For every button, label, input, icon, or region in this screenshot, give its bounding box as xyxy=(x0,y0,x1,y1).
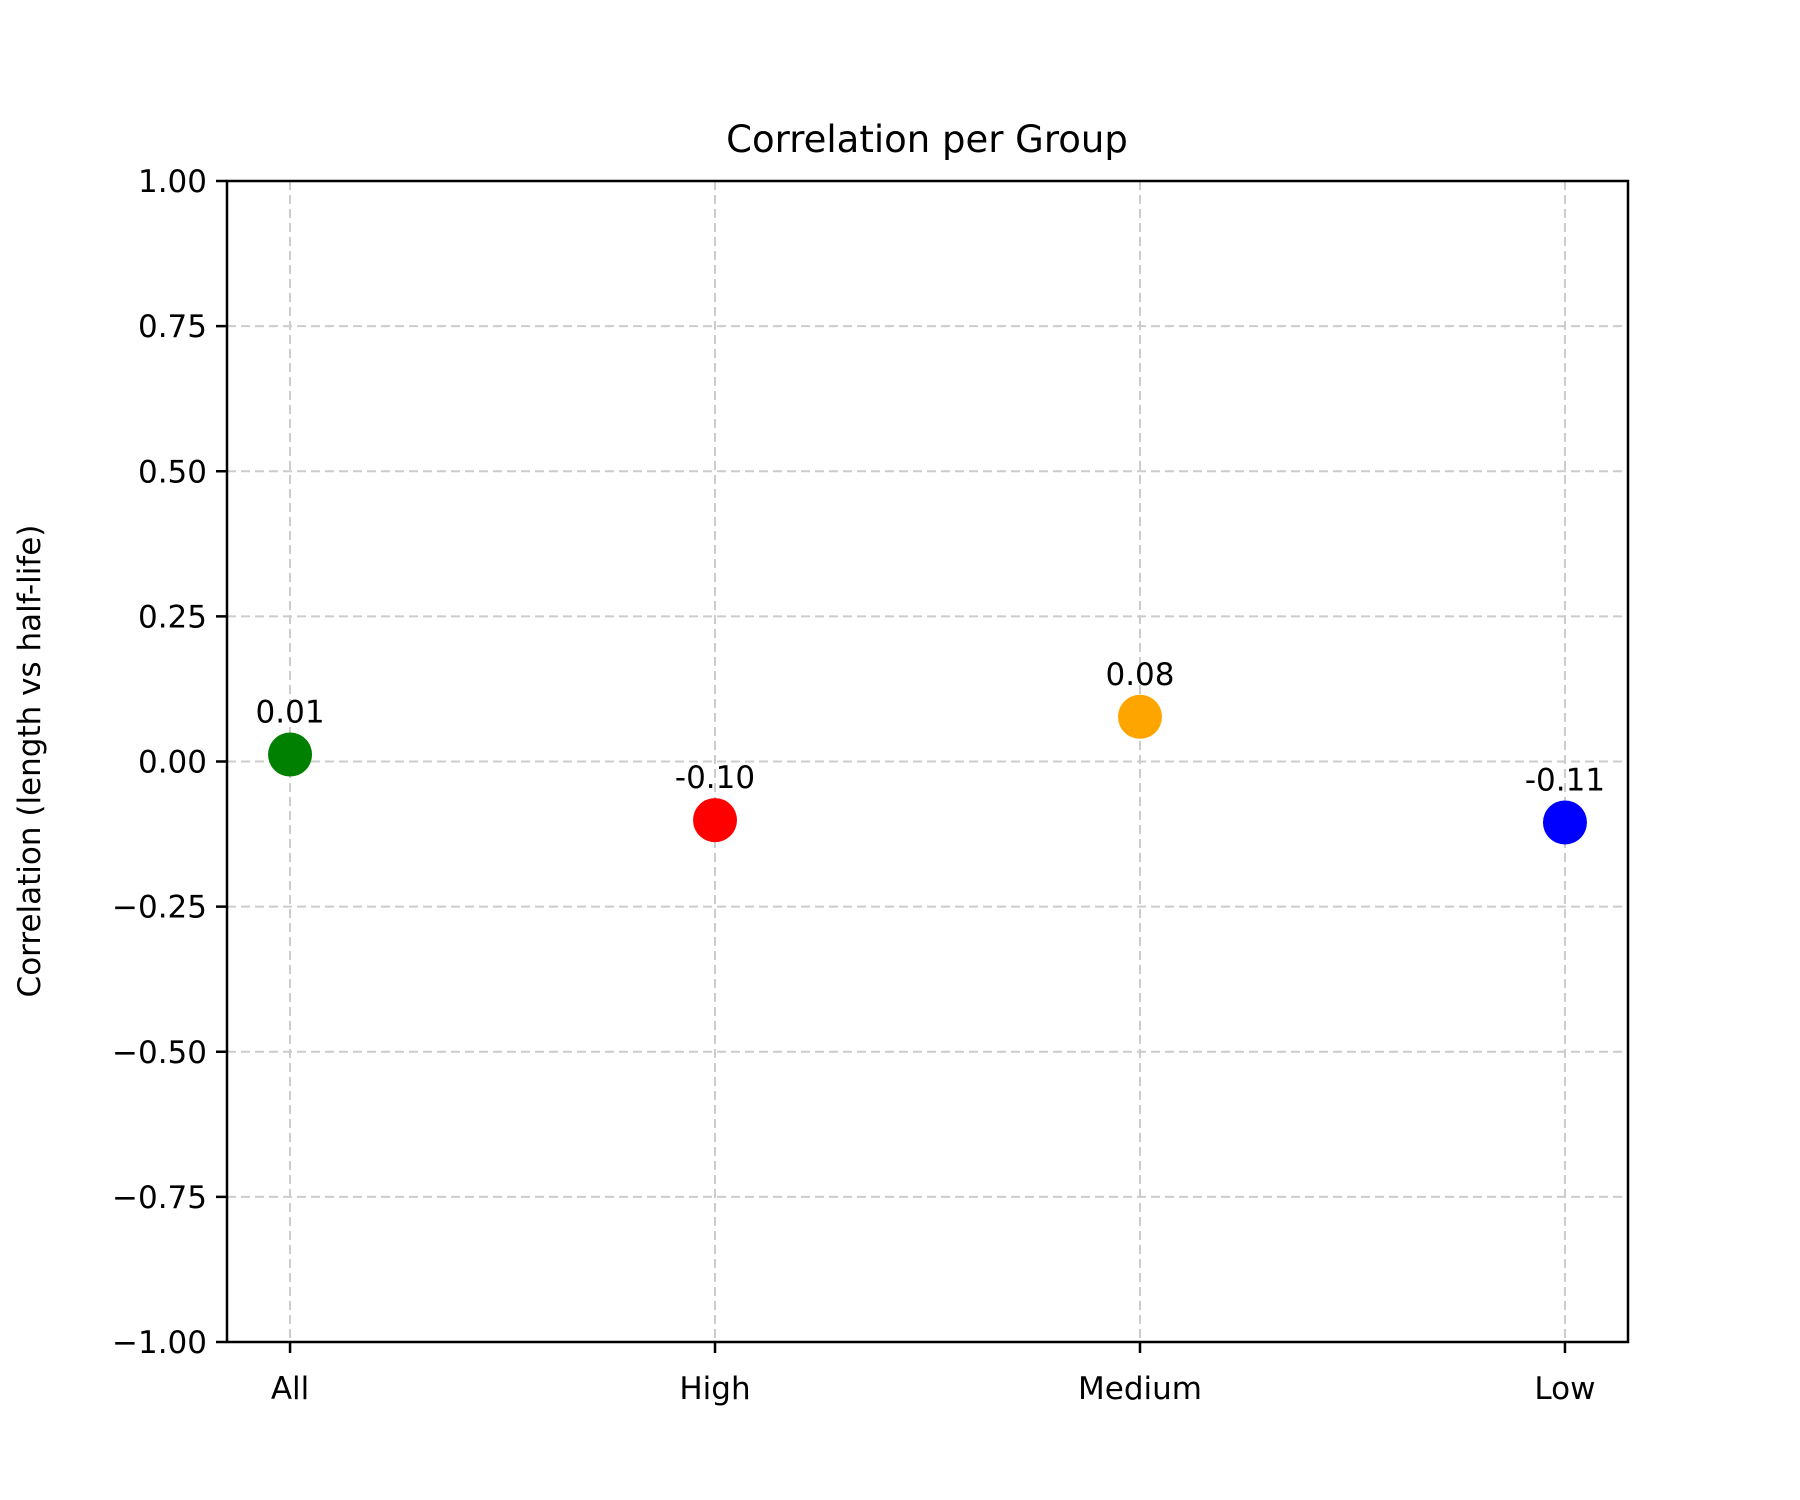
chart-title: Correlation per Group xyxy=(726,118,1128,161)
data-point-low xyxy=(1542,800,1587,845)
y-tick-label: −0.25 xyxy=(112,890,207,926)
y-tick-label: 0.50 xyxy=(138,454,207,490)
y-tick-label: −1.00 xyxy=(112,1325,207,1361)
y-tick-label: −0.50 xyxy=(112,1035,207,1071)
x-tick-label: High xyxy=(679,1371,750,1407)
y-tick-label: 0.25 xyxy=(138,599,207,635)
data-point-all xyxy=(268,732,313,777)
x-tick-label: Low xyxy=(1534,1371,1595,1407)
data-point-high xyxy=(693,798,738,843)
y-axis-title: Correlation (length vs half-life) xyxy=(12,525,48,998)
x-axis: All High Medium Low xyxy=(271,1342,1595,1407)
x-tick-label: Medium xyxy=(1078,1371,1202,1407)
x-tick-label: All xyxy=(271,1371,309,1407)
data-label: -0.10 xyxy=(675,760,755,796)
data-label: 0.01 xyxy=(256,695,325,731)
y-tick-label: 0.75 xyxy=(138,309,207,345)
grid xyxy=(227,180,1628,1343)
y-tick-label: 0.00 xyxy=(138,745,207,781)
y-axis: 1.00 0.75 0.50 0.25 0.00 −0.25 −0.50 −0.75 −1.00 xyxy=(112,164,227,1361)
data-point-medium xyxy=(1117,694,1162,739)
data-points: 0.01 -0.10 0.08 -0.11 xyxy=(256,657,1605,845)
y-tick-label: −0.75 xyxy=(112,1180,207,1216)
data-label: -0.11 xyxy=(1525,762,1605,798)
data-label: 0.08 xyxy=(1105,657,1174,693)
y-tick-label: 1.00 xyxy=(138,164,207,200)
